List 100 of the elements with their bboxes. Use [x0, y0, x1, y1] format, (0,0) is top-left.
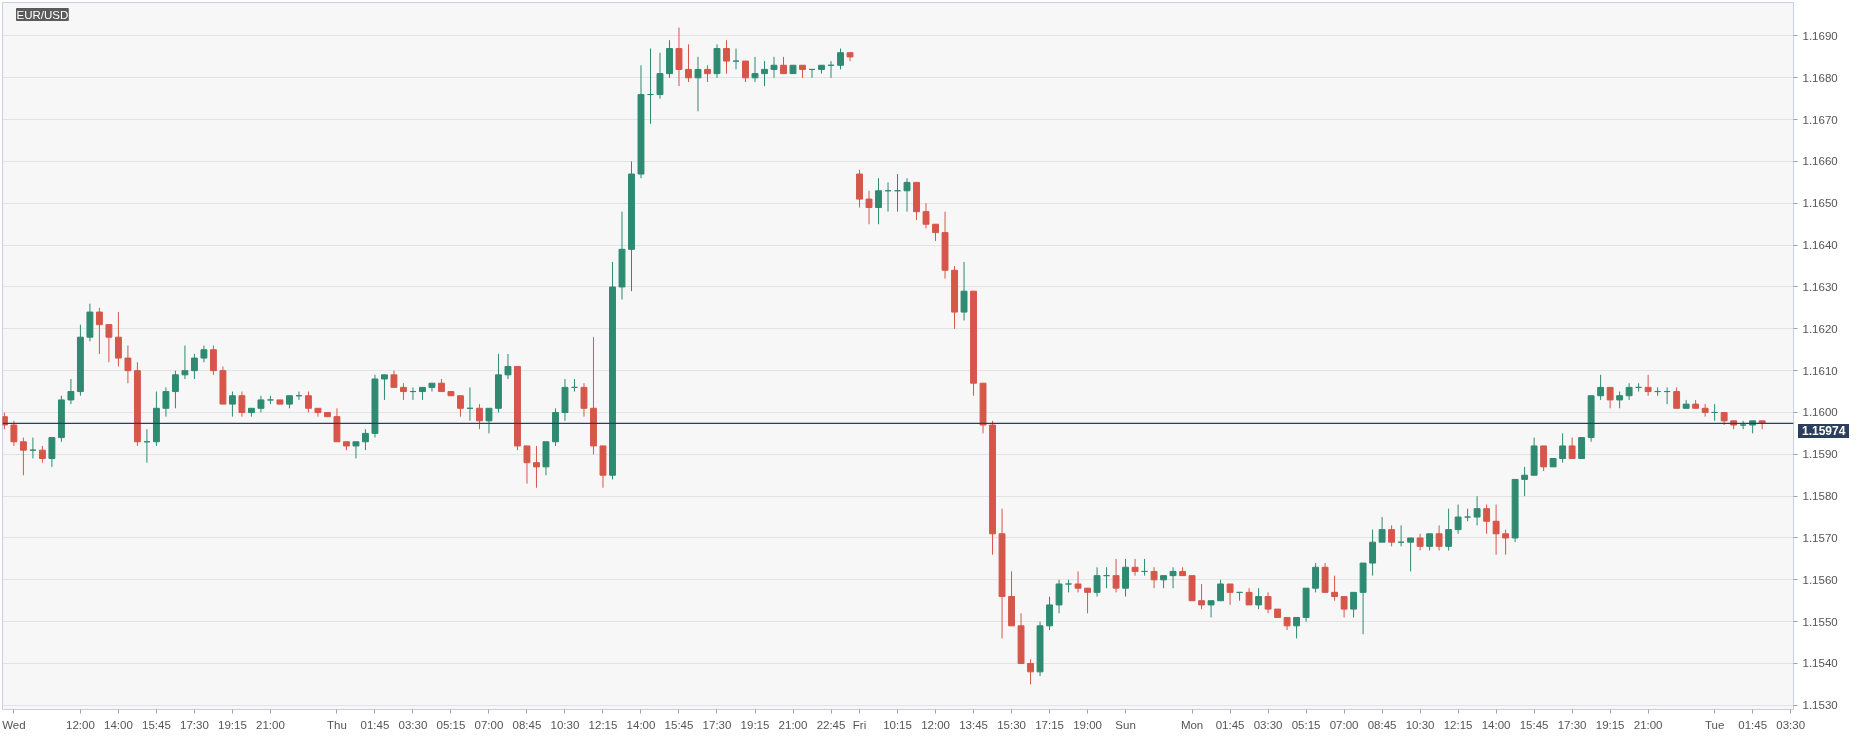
y-tick-label: 1.1560 — [1802, 573, 1838, 586]
candlestick — [837, 48, 844, 70]
candlestick — [1445, 508, 1453, 552]
x-tick-label: 03:30 — [398, 718, 428, 731]
candlestick — [903, 177, 911, 213]
candlestick — [1046, 596, 1053, 631]
candlestick — [770, 56, 778, 79]
candlestick — [1207, 600, 1215, 618]
candlestick — [1644, 374, 1652, 397]
candlestick — [1502, 529, 1510, 556]
candlestick — [1169, 566, 1177, 589]
x-tick-label: 14:00 — [626, 718, 656, 731]
candlestick — [457, 395, 464, 418]
y-tick-label: 1.1650 — [1802, 197, 1838, 210]
candlestick — [1606, 386, 1614, 409]
candlestick — [238, 391, 246, 418]
candlestick — [1388, 524, 1396, 547]
candlestick — [1055, 579, 1063, 614]
candlestick — [1625, 382, 1633, 401]
y-tick-label: 1.1690 — [1802, 29, 1838, 42]
candlestick — [362, 428, 369, 451]
candlestick — [685, 43, 692, 83]
candlestick — [751, 56, 759, 83]
x-tick-label: 12:00 — [66, 718, 95, 731]
candlestick — [504, 353, 512, 380]
candlestick — [171, 370, 179, 409]
candlestick — [181, 345, 189, 380]
candlestick — [124, 345, 132, 384]
x-tick-label: Tue — [1704, 718, 1725, 731]
candlestick — [1312, 562, 1320, 593]
candlestick — [1331, 575, 1339, 602]
candlestick — [105, 324, 113, 363]
y-tick-label: 1.1530 — [1802, 699, 1838, 712]
candlestick — [723, 39, 730, 75]
x-tick-label: 05:15 — [436, 718, 466, 731]
candlestick — [1701, 403, 1709, 418]
x-tick-label: 14:00 — [1481, 718, 1511, 731]
candlestick — [1483, 504, 1491, 535]
candlestick — [1435, 524, 1443, 552]
candlestick — [1293, 616, 1301, 639]
x-tick-label: 03:30 — [1776, 718, 1806, 731]
y-tick-label: 1.1610 — [1802, 364, 1838, 377]
candlestick — [190, 353, 198, 380]
y-tick-label: 1.1570 — [1802, 531, 1838, 544]
candlestick — [1198, 583, 1206, 610]
candlestick — [305, 391, 312, 413]
x-tick-label: 08:45 — [1367, 718, 1397, 731]
y-tick-label: 1.1640 — [1802, 239, 1838, 252]
x-tick-label: 08:45 — [512, 718, 542, 731]
candlestick — [1454, 504, 1462, 535]
candlestick — [1407, 537, 1415, 572]
candlestick — [1112, 558, 1120, 593]
x-tick-label: 21:00 — [778, 718, 808, 731]
x-tick-label: 15:30 — [997, 718, 1026, 731]
y-tick-label: 1.1660 — [1802, 155, 1838, 168]
x-tick-label: 19:15 — [218, 718, 247, 731]
candlestick — [1150, 566, 1158, 589]
candlestick — [95, 307, 103, 355]
x-tick-label: 10:30 — [550, 718, 580, 731]
candlestick — [761, 60, 768, 87]
candlestick — [67, 378, 75, 405]
y-tick-label: 1.1630 — [1802, 280, 1838, 293]
candlestick — [10, 420, 18, 447]
x-tick-label: 19:15 — [1595, 718, 1625, 731]
x-tick-label: 15:45 — [1519, 718, 1549, 731]
x-tick-label: 03:30 — [1253, 718, 1283, 731]
candlestick — [742, 60, 749, 83]
x-tick-label: 05:15 — [1291, 718, 1321, 731]
candlestick — [1559, 432, 1567, 464]
candlestick — [1350, 591, 1358, 618]
x-tick-label: 19:00 — [1073, 718, 1102, 731]
candlestick — [209, 345, 217, 376]
y-tick-label: 1.1580 — [1802, 490, 1838, 503]
candlestick — [1578, 437, 1586, 459]
candlestick — [1074, 570, 1082, 593]
candlestick — [1378, 516, 1386, 543]
candlestick — [656, 52, 664, 100]
candlestick — [675, 27, 683, 87]
y-tick-label: 1.1550 — [1802, 615, 1838, 628]
candlestick — [694, 56, 702, 112]
x-tick-label: 15:45 — [142, 718, 171, 731]
y-tick-label: 1.1670 — [1802, 113, 1838, 126]
y-tick-label: 1.1540 — [1802, 657, 1838, 670]
candlestick — [29, 437, 37, 459]
candlestick — [1122, 558, 1129, 598]
x-tick-label: 17:30 — [180, 718, 209, 731]
x-tick-label: Fri — [852, 718, 867, 731]
candlestick — [1492, 504, 1500, 556]
x-tick-label: 07:00 — [1329, 718, 1359, 731]
candlestick — [428, 382, 436, 393]
candlestick — [476, 403, 483, 430]
candlestick — [533, 445, 540, 489]
candlestick — [1131, 558, 1139, 577]
candlestick — [1027, 658, 1034, 685]
x-tick-label: 19:15 — [740, 718, 770, 731]
candlestick — [875, 177, 882, 225]
x-tick-label: 17:30 — [702, 718, 732, 731]
candlestick — [19, 437, 27, 476]
x-tick-label: 22:45 — [816, 718, 846, 731]
x-tick-label: 21:00 — [1633, 718, 1663, 731]
